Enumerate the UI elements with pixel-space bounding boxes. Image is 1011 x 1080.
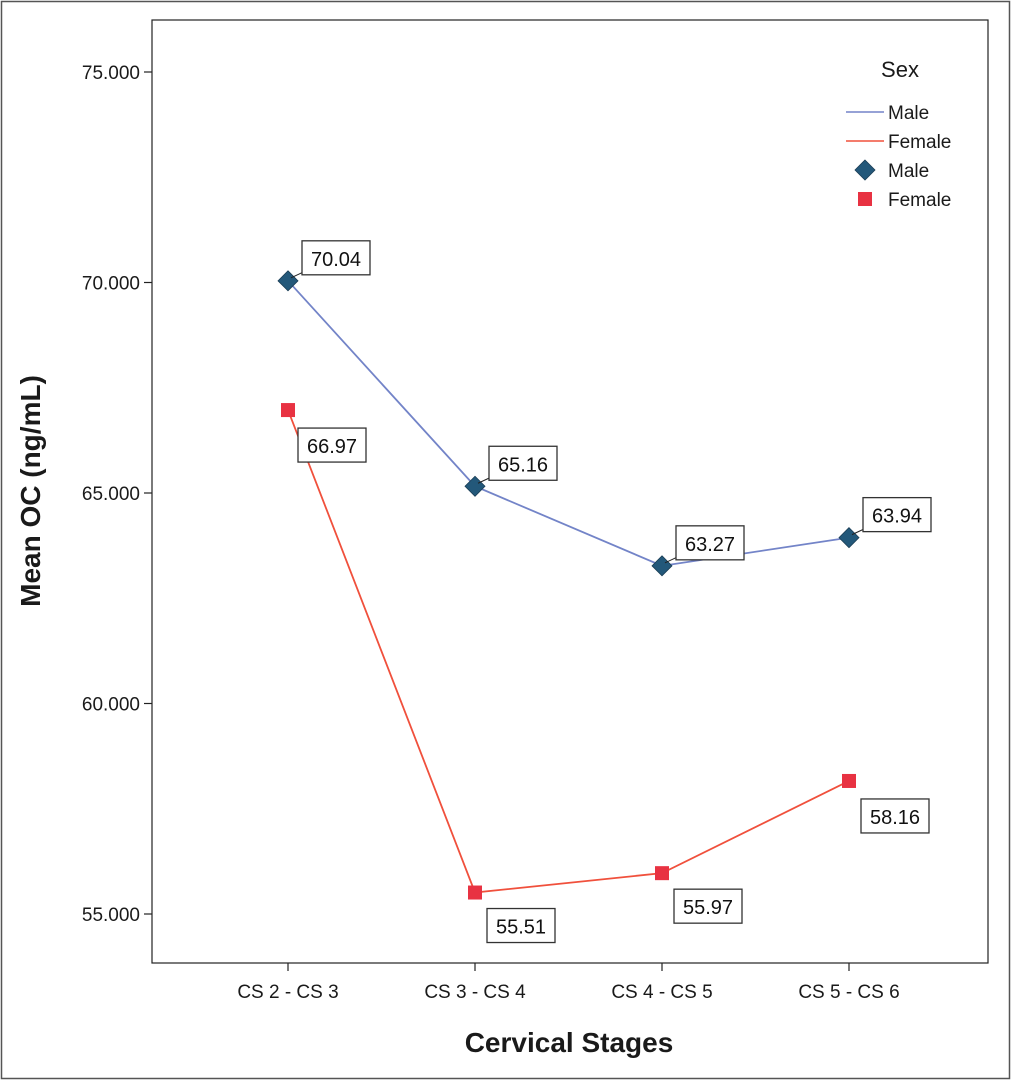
data-label-male: 65.16 xyxy=(498,454,548,476)
data-label-male: 63.27 xyxy=(685,534,735,556)
y-tick-label: 70.000 xyxy=(82,274,140,295)
legend-marker-male xyxy=(854,159,876,181)
data-point-female xyxy=(468,885,482,900)
data-label-box xyxy=(673,888,743,924)
x-axis: CS 2 - CS 3 CS 3 - CS 4 CS 4 - CS 5 CS 5 - … xyxy=(237,963,900,1003)
legend-label-line-male: Male xyxy=(888,103,929,124)
legend: Sex Male Female Male Female xyxy=(846,57,951,211)
y-axis-title: Mean OC (ng/mL) xyxy=(15,375,46,607)
data-label-female: 55.51 xyxy=(496,917,546,939)
legend-label-marker-male: Male xyxy=(888,161,929,182)
x-tick-label: CS 3 - CS 4 xyxy=(424,982,526,1003)
y-axis: 55.000 60.000 65.000 70.000 75.000 xyxy=(82,63,152,926)
data-label-box xyxy=(486,907,556,944)
data-label-box xyxy=(297,427,367,463)
data-label-box xyxy=(488,445,558,481)
legend-label-marker-female: Female xyxy=(888,190,951,211)
x-tick-label: CS 4 - CS 5 xyxy=(611,982,712,1003)
data-label-male: 70.04 xyxy=(311,249,361,271)
data-labels: 70.04 65.16 63.27 63.94 66.97 55.51 55.97 58.16 xyxy=(290,240,932,944)
data-label-box xyxy=(862,496,932,533)
legend-label-line-female: Female xyxy=(888,132,951,153)
legend-marker-female xyxy=(858,192,872,206)
data-point-male xyxy=(277,270,299,292)
data-label-box xyxy=(860,798,930,834)
x-tick-label: CS 2 - CS 3 xyxy=(237,982,338,1003)
data-label-female: 55.97 xyxy=(683,897,733,919)
plot-area xyxy=(151,19,989,964)
y-tick-label: 60.000 xyxy=(82,695,140,716)
data-label-female: 58.16 xyxy=(870,807,920,829)
series-line-male xyxy=(287,280,850,567)
data-label-box xyxy=(675,525,745,561)
data-point-male xyxy=(838,527,860,549)
series-line-female xyxy=(287,409,850,894)
legend-marker-shape-male xyxy=(854,159,876,181)
data-point-female xyxy=(655,866,669,881)
data-label-male: 63.94 xyxy=(872,506,922,528)
y-tick-label: 65.000 xyxy=(82,484,140,505)
legend-title: Sex xyxy=(881,57,919,82)
data-label-female: 66.97 xyxy=(307,436,357,458)
data-label-box xyxy=(301,240,371,276)
data-point-male xyxy=(464,475,486,497)
legend-marker-shape-female xyxy=(858,192,872,206)
y-tick-label: 75.000 xyxy=(82,63,140,84)
data-point-male xyxy=(651,555,673,577)
x-axis-title: Cervical Stages xyxy=(465,1027,674,1058)
x-tick-label: CS 5 - CS 6 xyxy=(798,982,899,1003)
series-layer xyxy=(277,270,860,900)
data-point-female xyxy=(281,403,295,418)
data-point-female xyxy=(842,773,856,788)
y-tick-label: 55.000 xyxy=(82,905,140,926)
